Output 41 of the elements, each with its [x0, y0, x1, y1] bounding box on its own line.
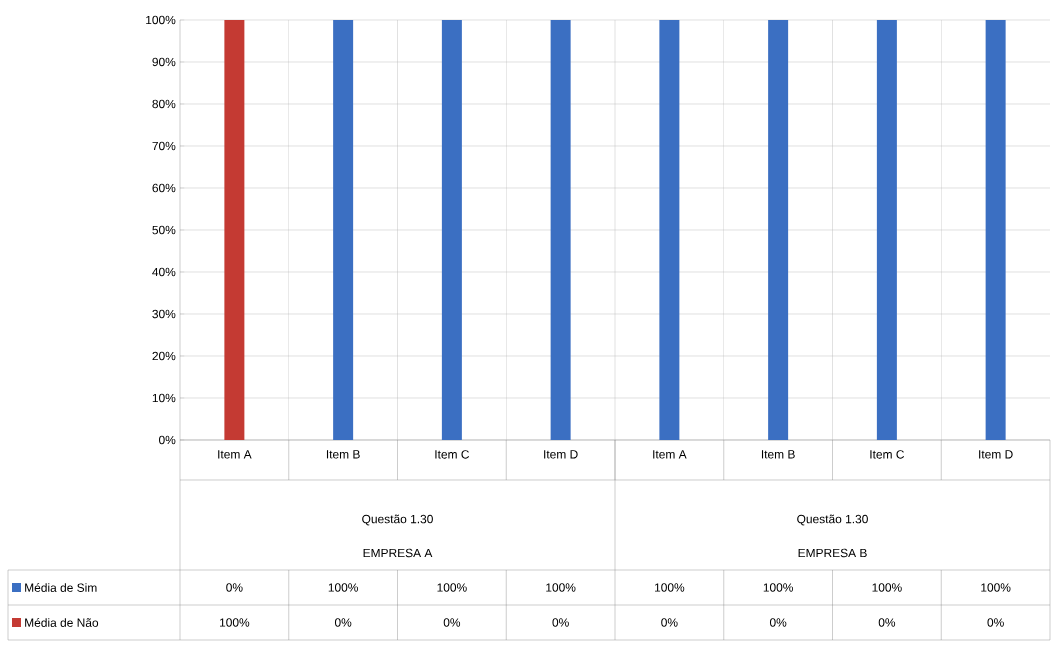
y-tick-label: 40% — [152, 267, 176, 277]
data-label: 100% — [763, 583, 793, 592]
legend-label: Média de Não — [25, 618, 99, 627]
y-tick-label: 0% — [159, 435, 176, 445]
x-tick-label: Item C — [435, 450, 470, 459]
data-label: 100% — [220, 618, 250, 627]
y-tick-label: 90% — [152, 57, 176, 67]
legend-label: Média de Sim — [25, 583, 97, 592]
x-tick-label: Item A — [218, 450, 252, 459]
y-tick-label: 10% — [152, 393, 176, 403]
y-tick-label: 100% — [146, 15, 176, 25]
y-tick-label: 80% — [152, 99, 176, 109]
data-label: 0% — [987, 618, 1004, 627]
x-tick-label: Item D — [544, 450, 578, 459]
y-tick-label: 70% — [152, 141, 176, 151]
text: Questão 1.30 — [797, 514, 868, 526]
text: EMPRESA A — [363, 548, 433, 558]
data-label: 100% — [437, 583, 467, 592]
data-label: 100% — [655, 583, 685, 592]
data-label: 100% — [872, 583, 902, 592]
y-tick-label: 20% — [152, 351, 176, 361]
data-label: 0% — [334, 618, 352, 627]
text: Questão 1.30 — [362, 514, 433, 526]
x-tick-label: Item C — [870, 450, 905, 459]
text: EMPRESA B — [798, 548, 867, 558]
data-label: 0% — [878, 618, 896, 627]
data-label: 0% — [552, 618, 569, 627]
x-tick-label: Item B — [761, 450, 795, 459]
data-label: 0% — [769, 618, 787, 627]
y-tick-label: 60% — [152, 183, 176, 193]
y-tick-label: 30% — [152, 309, 176, 319]
x-tick-label: Item B — [326, 450, 360, 459]
y-tick-label: 50% — [152, 225, 176, 235]
x-tick-label: Item D — [979, 450, 1013, 459]
data-label: 0% — [226, 583, 243, 592]
data-label: 0% — [443, 618, 461, 627]
data-label: 100% — [328, 583, 358, 592]
x-tick-label: Item A — [653, 450, 687, 459]
data-label: 100% — [981, 583, 1011, 592]
data-label: 100% — [546, 583, 576, 592]
data-label: 0% — [661, 618, 678, 627]
